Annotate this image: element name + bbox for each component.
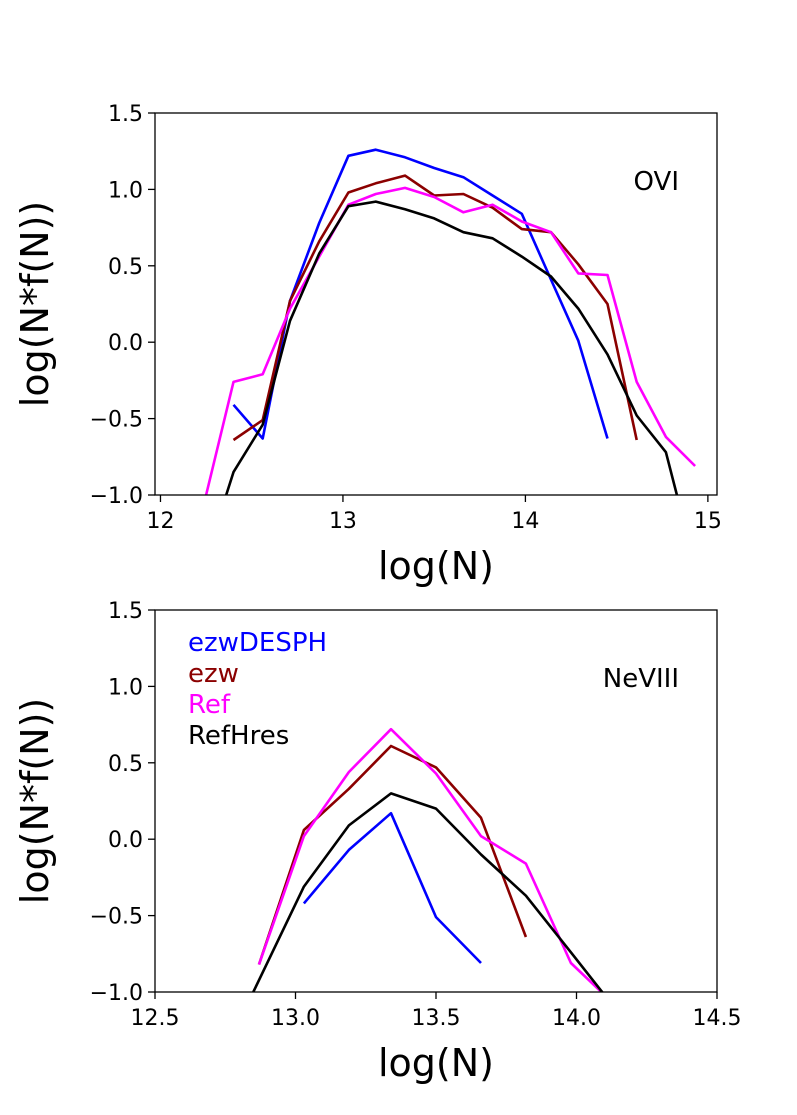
legend-entry-refhres: RefHres (188, 721, 289, 751)
y-tick-label: 0.0 (108, 331, 143, 356)
y-tick-label: 1.5 (108, 599, 143, 624)
x-tick-label: 14.0 (552, 1006, 601, 1031)
series-line-3 (224, 200, 679, 495)
series-line-1 (232, 174, 638, 442)
neviii-panel: 12.5 13.0 13.5 14.0 14.5 −1.0 −0.5 0.0 0.5 1.0 1.5… (13, 599, 741, 1085)
legend-entry-ref: Ref (188, 690, 231, 720)
y-axis-label: log(N*f(N)) (13, 698, 57, 904)
x-tick-label: 12 (146, 509, 174, 534)
y-tick-label: 0.5 (108, 752, 143, 777)
x-tick-label: 13.5 (412, 1006, 461, 1031)
y-axis-label: log(N*f(N)) (13, 201, 57, 407)
series-line-ref (257, 727, 604, 992)
series-group (204, 148, 697, 495)
series-line-0 (232, 148, 609, 440)
ion-annotation: OVI (634, 167, 679, 197)
series-line-2 (204, 186, 697, 495)
series-line-refhres (252, 792, 604, 992)
y-tick-label: 1.0 (108, 675, 143, 700)
x-tick-label: 13 (329, 509, 357, 534)
x-tick-label: 14.5 (693, 1006, 742, 1031)
x-tick-label: 12.5 (131, 1006, 180, 1031)
x-tick-label: 14 (511, 509, 539, 534)
x-axis-label: log(N) (378, 544, 494, 588)
ion-annotation: NeVIII (603, 664, 679, 694)
plot-frame (154, 112, 718, 496)
y-tick-label: −1.0 (90, 484, 143, 509)
series-line-ezwdesph (302, 811, 482, 964)
y-tick-label: 0.0 (108, 828, 143, 853)
x-axis-label: log(N) (378, 1041, 494, 1085)
y-tick-label: −0.5 (90, 905, 143, 930)
y-tick-label: 1.0 (108, 178, 143, 203)
series-group (252, 727, 604, 992)
x-tick-label: 15 (694, 509, 722, 534)
x-tick-label: 13.0 (271, 1006, 320, 1031)
y-tick-label: −1.0 (90, 981, 143, 1006)
legend-entry-ezw: ezw (188, 659, 239, 689)
y-tick-label: 1.5 (108, 102, 143, 127)
y-tick-label: 0.5 (108, 255, 143, 280)
y-tick-label: −0.5 (90, 408, 143, 433)
legend-entry-ezwdesph: ezwDESPH (188, 628, 327, 658)
series-line-ezw (257, 744, 528, 965)
ovi-panel: 12 13 14 15 −1.0 −0.5 0.0 0.5 1.0 1.5 log(N) log(N*… (13, 102, 722, 588)
